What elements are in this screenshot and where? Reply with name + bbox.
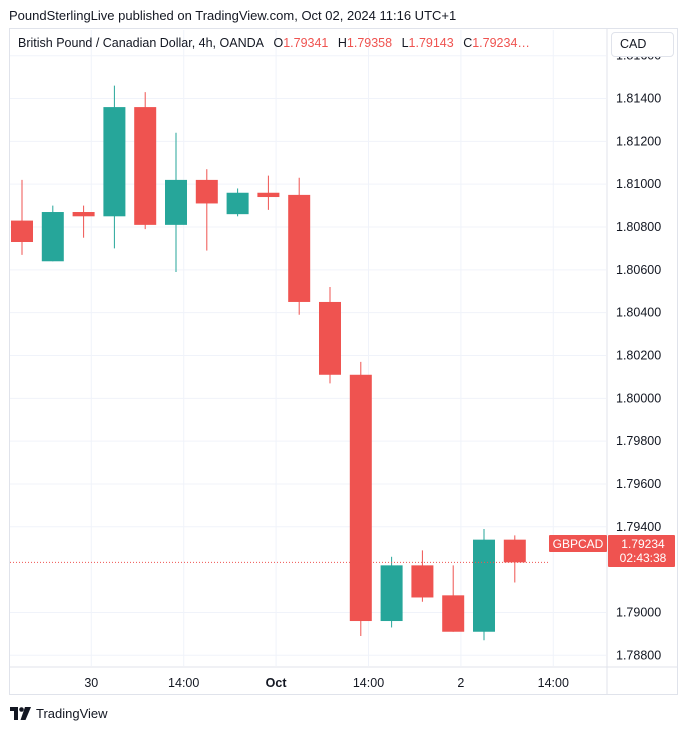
- candle[interactable]: [165, 132, 187, 272]
- candle[interactable]: [72, 205, 95, 238]
- candle[interactable]: [134, 92, 157, 230]
- candle-body: [349, 374, 372, 622]
- candle-body: [134, 107, 157, 225]
- footer-brand: TradingView: [36, 706, 108, 721]
- candles: [11, 85, 526, 641]
- candle[interactable]: [503, 535, 526, 583]
- y-tick-label: 1.80600: [616, 263, 661, 277]
- candle[interactable]: [349, 361, 372, 637]
- x-tick-label: 2: [457, 676, 464, 690]
- y-tick-label: 1.79000: [616, 605, 661, 619]
- candle-body: [165, 179, 187, 225]
- candle[interactable]: [226, 188, 249, 217]
- price-tag-bg: [608, 535, 675, 567]
- candle-body: [195, 179, 218, 204]
- y-tick-label: 1.81200: [616, 134, 661, 148]
- x-tick-label: 14:00: [168, 676, 199, 690]
- candle[interactable]: [473, 528, 495, 641]
- currency-button[interactable]: CAD: [611, 32, 674, 57]
- candle[interactable]: [442, 565, 465, 632]
- candle[interactable]: [195, 169, 218, 251]
- symbol-title[interactable]: British Pound / Canadian Dollar, 4h, OAN…: [18, 36, 264, 50]
- y-tick-label: 1.80200: [616, 348, 661, 362]
- tradingview-icon: [10, 707, 31, 720]
- ticker-tag: GBPCAD: [553, 537, 604, 551]
- candle[interactable]: [319, 286, 341, 384]
- candle-body: [503, 539, 526, 563]
- y-tick-label: 1.79400: [616, 520, 661, 534]
- price-axis: 1.816001.814001.812001.810001.808001.806…: [616, 49, 661, 663]
- price-tag-value: 1.79234: [621, 537, 665, 551]
- countdown-timer: 02:43:38: [620, 551, 667, 565]
- tradingview-logo[interactable]: TradingView: [10, 706, 108, 721]
- y-tick-label: 1.79800: [616, 434, 661, 448]
- grid: [10, 30, 606, 666]
- y-tick-label: 1.80800: [616, 220, 661, 234]
- x-tick-label: 30: [84, 676, 98, 690]
- y-tick-label: 1.78800: [616, 648, 661, 662]
- candle-body: [257, 192, 280, 198]
- candle[interactable]: [411, 550, 434, 602]
- time-axis: 30 14:00 Oct 14:00 2 14:00: [84, 676, 569, 690]
- candle-body: [72, 212, 95, 217]
- candle[interactable]: [11, 179, 33, 255]
- y-tick-label: 1.79600: [616, 477, 661, 491]
- x-tick-label: Oct: [266, 676, 288, 690]
- candle[interactable]: [380, 556, 403, 628]
- close-label: C: [463, 36, 473, 50]
- candle-body: [41, 212, 64, 262]
- candle-body: [411, 565, 434, 598]
- ticker-tag-bg: [549, 535, 607, 552]
- candle-body: [473, 539, 495, 632]
- candle-body: [11, 220, 33, 242]
- y-tick-label: 1.80400: [616, 306, 661, 320]
- candle-body: [226, 192, 249, 215]
- high-value: 1.79358: [346, 36, 393, 50]
- y-tick-label: 1.81400: [616, 92, 661, 106]
- candle[interactable]: [103, 85, 126, 249]
- x-tick-label: 14:00: [353, 676, 384, 690]
- close-value: 1.79234…: [472, 36, 530, 50]
- candle-body: [442, 595, 465, 632]
- candle[interactable]: [41, 205, 64, 262]
- open-label: O: [273, 36, 284, 50]
- low-label: L: [401, 36, 409, 50]
- candle[interactable]: [288, 177, 311, 315]
- candle-body: [103, 107, 126, 217]
- candle-body: [288, 194, 311, 302]
- high-label: H: [337, 36, 347, 50]
- chart-frame: [9, 28, 678, 695]
- y-tick-label: 1.80000: [616, 391, 661, 405]
- open-value: 1.79341: [283, 36, 329, 50]
- candle[interactable]: [257, 175, 280, 210]
- publisher-line: PoundSterlingLive published on TradingVi…: [9, 8, 457, 23]
- y-tick-label: 1.81000: [616, 177, 661, 191]
- low-value: 1.79143: [408, 36, 454, 50]
- ohlc-legend: British Pound / Canadian Dollar, 4h, OAN…: [18, 36, 530, 50]
- candle-body: [380, 565, 403, 622]
- x-tick-label: 14:00: [538, 676, 569, 690]
- price-tag: GBPCAD 1.79234 02:43:38: [549, 535, 675, 567]
- candle-body: [319, 301, 341, 375]
